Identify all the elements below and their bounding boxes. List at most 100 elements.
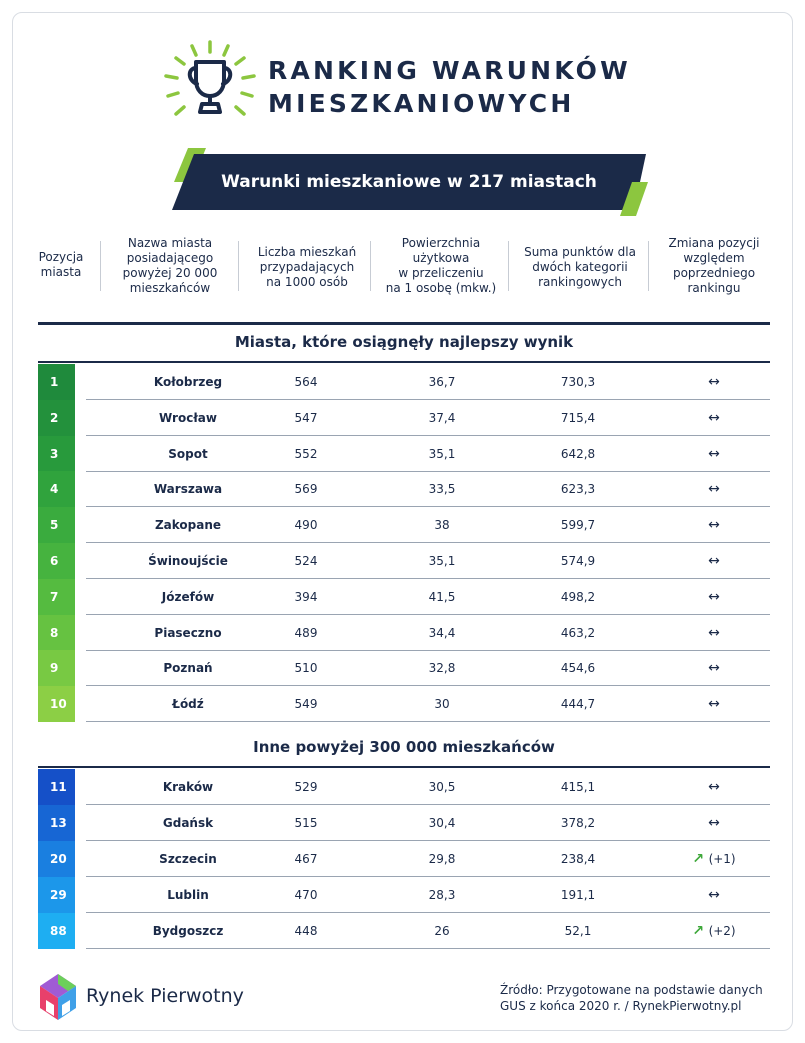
area-per-person: 32,8	[428, 661, 456, 676]
points-sum: 574,9	[560, 554, 596, 568]
row-divider	[86, 721, 770, 723]
position-change: ↔	[658, 507, 770, 543]
city-name: Warszawa	[153, 482, 223, 497]
table-row: 11 Kraków 529 30,5 415,1 ↔	[38, 769, 770, 805]
section-divider	[38, 361, 770, 363]
title-line-1: RANKING WARUNKÓW	[268, 56, 631, 85]
points-sum: 444,7	[560, 697, 596, 712]
table-row: 13 Gdańsk 515 30,4 378,2 ↔	[38, 805, 770, 841]
title-line-2: MIESZKANIOWYCH	[268, 89, 575, 118]
arrow-both-icon: ↔	[708, 553, 720, 569]
rank-badge: 11	[38, 769, 75, 805]
points-sum: 642,8	[560, 446, 596, 461]
area-per-person: 41,5	[428, 589, 456, 604]
position-change: ↔	[658, 615, 770, 651]
position-change: ↗ (+2)	[658, 913, 770, 949]
rank-badge: 4	[38, 471, 75, 508]
points-sum: 191,1	[560, 888, 596, 902]
section-divider	[38, 322, 770, 325]
page-title: RANKING WARUNKÓW MIESZKANIOWYCH	[268, 54, 631, 120]
area-per-person: 28,3	[428, 888, 456, 902]
row-divider	[86, 578, 770, 579]
position-change: ↔	[658, 436, 770, 472]
area-per-person: 36,7	[428, 375, 456, 389]
table-row: 10 Łódź 549 30 444,7 ↔	[38, 686, 770, 723]
table-row: 20 Szczecin 467 29,8 238,4 ↗ (+1)	[38, 841, 770, 877]
arrow-both-icon: ↔	[708, 815, 720, 831]
dwellings-per-1000: 529	[294, 780, 318, 794]
column-divider	[648, 241, 649, 291]
banner-title: Warunki mieszkaniowe w 217 miastach	[221, 172, 597, 192]
rank-badge: 2	[38, 399, 75, 436]
table-row: 3 Sopot 552 35,1 642,8 ↔	[38, 435, 770, 472]
table-row: 2 Wrocław 547 37,4 715,4 ↔	[38, 399, 770, 436]
row-divider	[86, 685, 770, 687]
row-divider	[86, 399, 770, 400]
dwellings-per-1000: 448	[294, 924, 318, 938]
column-divider	[508, 241, 509, 291]
rank-badge: 88	[38, 913, 75, 949]
rank-badge: 20	[38, 841, 75, 877]
rank-badge: 13	[38, 805, 75, 841]
rank-badge: 29	[38, 877, 75, 913]
rank-badge: 1	[38, 364, 75, 400]
arrow-both-icon: ↔	[708, 588, 720, 605]
area-per-person: 34,4	[428, 625, 456, 640]
position-change: ↔	[658, 543, 770, 579]
city-name: Bydgoszcz	[152, 924, 224, 938]
banner-shape	[172, 148, 648, 216]
city-name: Kraków	[162, 780, 214, 794]
table-row: 29 Lublin 470 28,3 191,1 ↔	[38, 877, 770, 913]
position-change: ↔	[658, 579, 770, 615]
table-row: 7 Józefów 394 41,5 498,2 ↔	[38, 578, 770, 615]
city-name: Szczecin	[159, 852, 217, 866]
rank-badge: 7	[38, 578, 75, 615]
position-change: ↔	[658, 364, 770, 400]
brand-name: Rynek Pierwotny	[86, 985, 244, 1007]
points-sum: 715,4	[560, 410, 596, 425]
rank-badge: 10	[38, 686, 75, 723]
row-divider	[86, 948, 770, 949]
arrow-up-icon: ↗	[692, 851, 705, 867]
row-divider	[86, 542, 770, 544]
area-per-person: 33,5	[428, 482, 456, 497]
position-change: ↔	[658, 877, 770, 913]
table-row: 5 Zakopane 490 38 599,7 ↔	[38, 507, 770, 544]
column-header-position: Pozycja miasta	[38, 250, 84, 279]
arrow-both-icon: ↔	[708, 624, 720, 641]
row-divider	[86, 470, 770, 472]
arrow-up-icon: ↗	[692, 923, 705, 939]
position-change: ↔	[658, 805, 770, 841]
area-per-person: 30	[434, 697, 450, 712]
city-name: Piaseczno	[154, 625, 222, 640]
area-per-person: 30,4	[428, 816, 456, 830]
dwellings-per-1000: 547	[294, 410, 318, 425]
table-row: 4 Warszawa 569 33,5 623,3 ↔	[38, 471, 770, 508]
dwellings-per-1000: 524	[294, 554, 318, 568]
rank-badge: 9	[38, 650, 75, 687]
row-divider	[86, 649, 770, 651]
area-per-person: 35,1	[428, 446, 456, 461]
area-per-person: 26	[434, 924, 450, 938]
column-divider	[100, 241, 101, 291]
row-divider	[86, 840, 770, 841]
dwellings-per-1000: 467	[294, 852, 318, 866]
city-name: Sopot	[168, 446, 208, 461]
column-divider	[238, 241, 239, 291]
points-sum: 52,1	[564, 924, 592, 938]
points-sum: 238,4	[560, 852, 596, 866]
arrow-both-icon: ↔	[708, 481, 720, 498]
area-per-person: 35,1	[428, 554, 456, 568]
row-divider	[86, 506, 770, 508]
rynek-pierwotny-logo-icon	[40, 974, 76, 1020]
dwellings-per-1000: 470	[294, 888, 318, 902]
area-per-person: 37,4	[428, 410, 456, 425]
area-per-person: 30,5	[428, 780, 456, 794]
points-sum: 730,3	[560, 375, 596, 389]
arrow-both-icon: ↔	[708, 517, 720, 534]
arrow-both-icon: ↔	[708, 696, 720, 713]
column-divider	[370, 241, 371, 291]
section-divider	[38, 766, 770, 768]
points-sum: 463,2	[560, 625, 596, 640]
city-name: Kołobrzeg	[153, 375, 223, 389]
